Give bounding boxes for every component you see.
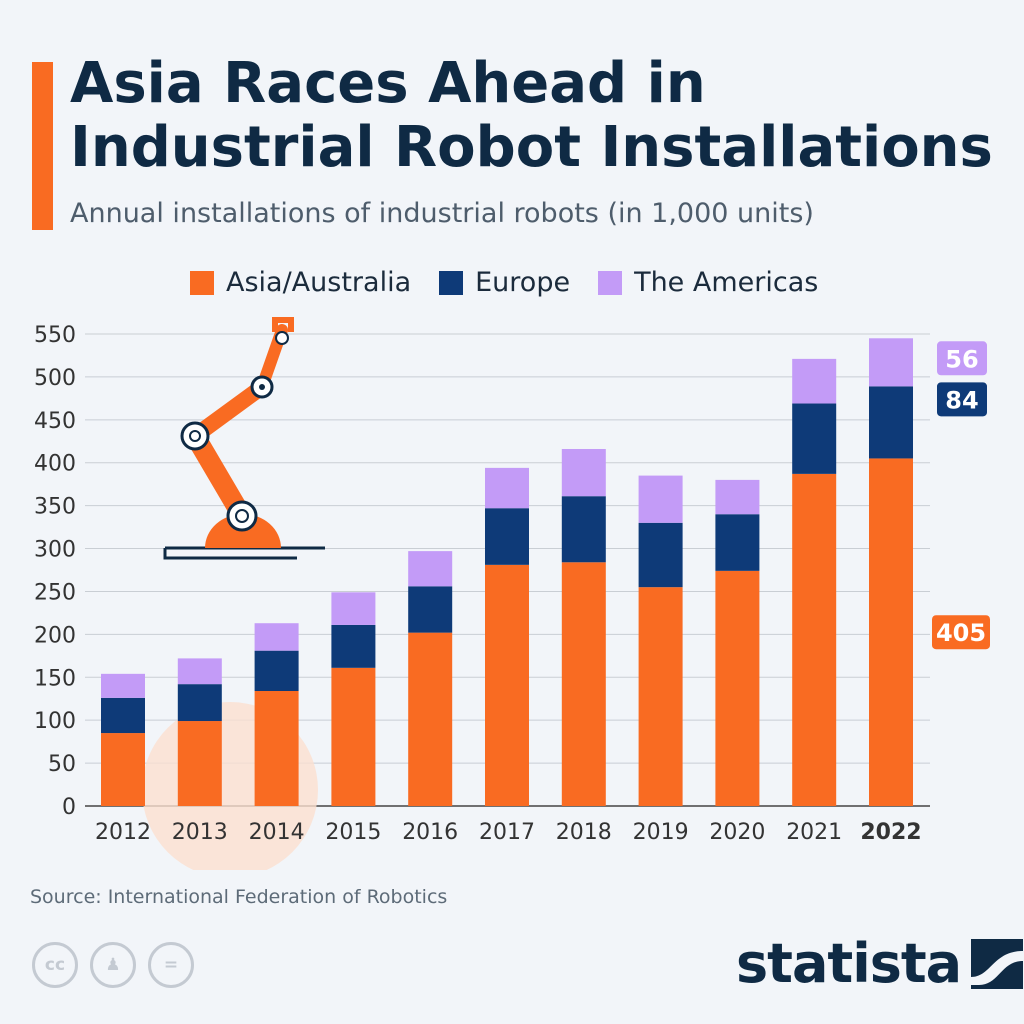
bar-segment-the-americas [792, 358, 837, 404]
y-tick-label: 150 [34, 666, 76, 691]
legend-swatch [598, 270, 623, 295]
bar-segment-europe [638, 522, 683, 588]
chart-subtitle: Annual installations of industrial robot… [70, 198, 814, 229]
x-tick-label: 2014 [249, 820, 305, 845]
x-tick-label: 2018 [556, 820, 612, 845]
bar-segment-europe [869, 386, 913, 459]
x-tick-label: 2020 [709, 820, 765, 845]
chart-title: Asia Races Ahead in Industrial Robot Ins… [70, 51, 993, 180]
legend-item-europe: Europe [439, 267, 570, 298]
y-tick-label: 300 [34, 538, 76, 563]
y-tick-label: 450 [34, 409, 76, 434]
legend-item-asia: Asia/Australia [190, 267, 411, 298]
nd-icon[interactable]: = [148, 942, 194, 988]
bar-segment-the-americas [561, 448, 606, 497]
legend-swatch [190, 270, 214, 295]
x-tick-label: 2012 [95, 820, 151, 845]
license-icons: cc ♟ = [32, 942, 194, 988]
x-tick-label: 2015 [325, 820, 381, 845]
legend-swatch [439, 270, 464, 295]
bar-segment-europe [177, 684, 222, 722]
bar-segment-europe [331, 624, 376, 668]
by-icon[interactable]: ♟ [90, 942, 136, 988]
bar-segment-asia-australia [331, 667, 376, 806]
bar-segment-the-americas [869, 338, 913, 387]
bar-segment-asia-australia [485, 564, 529, 806]
x-tick-label: 2021 [786, 820, 842, 845]
legend-label: Asia/Australia [226, 267, 412, 298]
data-label: 405 [936, 619, 986, 647]
bar-segment-europe [715, 514, 760, 571]
bar-segment-europe [254, 650, 299, 692]
y-tick-label: 350 [34, 495, 76, 520]
bar-segment-the-americas [638, 475, 683, 523]
y-tick-label: 250 [34, 580, 76, 605]
y-tick-label: 50 [48, 752, 76, 777]
bar-segment-the-americas [408, 551, 453, 587]
bar-segment-asia-australia [101, 733, 145, 806]
bar-segment-the-americas [101, 673, 145, 698]
data-label: 56 [945, 345, 978, 373]
legend: Asia/Australia Europe The Americas [190, 267, 818, 298]
bar-segment-the-americas [177, 658, 222, 685]
bar-segment-asia-australia [792, 473, 837, 806]
bar-segment-europe [561, 496, 606, 563]
logo-text: statista [736, 932, 962, 995]
source-note: Source: International Federation of Robo… [30, 886, 448, 908]
bar-segment-asia-australia [408, 632, 453, 806]
bar-segment-the-americas [715, 479, 760, 515]
y-tick-label: 500 [34, 366, 76, 391]
cc-icon[interactable]: cc [32, 942, 78, 988]
bar-segment-europe [485, 508, 529, 565]
data-label-box [937, 382, 987, 417]
stacked-bar-chart: 0 50 100 150 200 250 300 350 400 450 500 550 2012 20… [34, 317, 990, 870]
statista-logo[interactable]: statista [736, 932, 1024, 995]
legend-label: The Americas [634, 267, 819, 298]
bar-segment-asia-australia [638, 587, 683, 806]
data-label: 84 [945, 386, 978, 414]
bar-segment-europe [792, 403, 837, 474]
y-tick-label: 200 [34, 623, 76, 648]
data-label-box [937, 341, 987, 376]
x-tick-label: 2013 [172, 820, 228, 845]
legend-item-americas: The Americas [598, 267, 818, 298]
y-tick-label: 550 [34, 323, 76, 348]
bar-segment-asia-australia [869, 458, 913, 806]
data-label-box [932, 615, 990, 650]
bar-segment-asia-australia [561, 562, 606, 806]
legend-label: Europe [475, 267, 571, 298]
x-tick-label: 2017 [479, 820, 535, 845]
x-tick-label: 2022 [860, 820, 921, 845]
bar-segment-the-americas [254, 623, 299, 651]
bar-segment-asia-australia [177, 721, 222, 806]
x-tick-label: 2016 [402, 820, 458, 845]
y-tick-label: 0 [62, 795, 76, 820]
bar-segment-asia-australia [715, 570, 760, 806]
x-tick-label: 2019 [633, 820, 689, 845]
y-tick-label: 100 [34, 709, 76, 734]
title-accent-bar [32, 62, 53, 230]
statista-logo-mark-icon [971, 938, 1024, 989]
bar-segment-europe [408, 586, 453, 633]
bar-segment-asia-australia [254, 691, 299, 806]
bar-segment-the-americas [331, 592, 376, 625]
y-tick-label: 400 [34, 452, 76, 477]
bar-segment-europe [101, 697, 145, 734]
bar-segment-the-americas [485, 467, 529, 509]
